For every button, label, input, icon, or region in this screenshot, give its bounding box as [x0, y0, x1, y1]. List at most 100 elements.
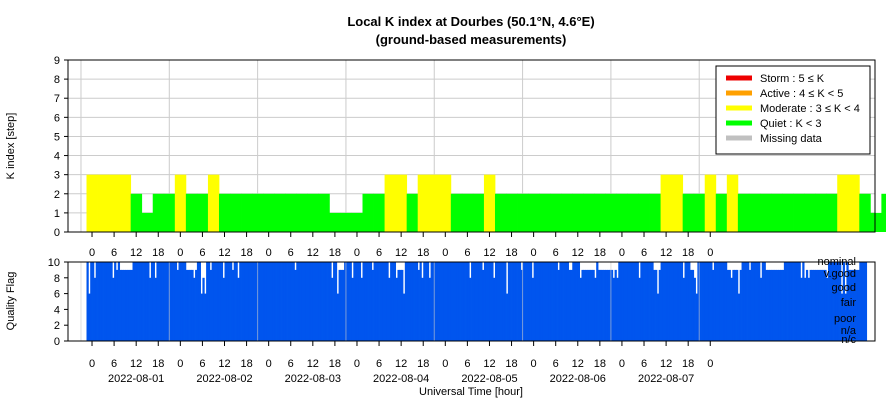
- quality-bar: [553, 262, 557, 341]
- k-index-bar: [715, 193, 728, 232]
- quality-bar: [596, 262, 599, 341]
- legend: Storm : 5 ≤ K Active : 4 ≤ K < 5 Moderate …: [715, 65, 871, 155]
- quality-bar: [312, 262, 316, 341]
- k-index-bar: [163, 193, 176, 232]
- quality-bar: [601, 269, 604, 341]
- quality-bar: [726, 269, 730, 341]
- quality-bar: [469, 277, 472, 341]
- k-index-bar: [472, 193, 485, 232]
- quality-bar: [559, 262, 562, 341]
- k-index-bar: [682, 193, 695, 232]
- bottom-x-tick-label: 0: [531, 358, 537, 370]
- quality-bar: [758, 262, 761, 341]
- quality-bar: [287, 262, 290, 341]
- quality-bar: [373, 262, 376, 341]
- quality-bar: [443, 262, 446, 341]
- quality-bar: [673, 262, 676, 341]
- bottom-x-tick-label: 12: [307, 358, 319, 370]
- quality-bar: [126, 269, 130, 341]
- quality-bar: [450, 262, 454, 341]
- quality-bar: [839, 262, 842, 341]
- quality-bar: [712, 269, 715, 341]
- quality-bar: [415, 262, 419, 341]
- quality-bar: [656, 293, 660, 341]
- top-x-tick-label: 0: [531, 247, 537, 259]
- quality-bar: [741, 262, 744, 341]
- x-axis-label: Universal Time [hour]: [419, 386, 523, 398]
- quality-bar: [621, 262, 625, 341]
- bottom-x-tick-label: 18: [417, 358, 429, 370]
- top-x-tick-label: 0: [619, 247, 625, 259]
- quality-bar: [408, 262, 411, 341]
- quality-bar: [198, 262, 201, 341]
- quality-bar: [506, 293, 509, 341]
- k-index-bar: [285, 193, 297, 232]
- quality-bar: [156, 262, 159, 341]
- quality-bar: [402, 293, 406, 341]
- quality-bar: [274, 262, 277, 341]
- quality-bar: [794, 262, 798, 341]
- quality-bar: [855, 269, 858, 341]
- quality-bar: [171, 262, 174, 341]
- quality-level-label: good: [832, 282, 856, 294]
- quality-bar: [489, 262, 492, 341]
- top-x-tick-label: 12: [572, 247, 584, 259]
- quality-bar: [811, 269, 814, 341]
- quality-bar: [448, 262, 452, 341]
- top-y-axis-label: K index [step]: [5, 113, 17, 180]
- bottom-x-tick-label: 18: [682, 358, 694, 370]
- quality-bar: [800, 277, 803, 341]
- bottom-plot-frame: [67, 261, 876, 342]
- quality-level-label: poor: [834, 313, 856, 325]
- quality-bar: [338, 269, 341, 341]
- bottom-y-tick-label: 2: [54, 320, 60, 332]
- quality-bar: [112, 277, 115, 341]
- quality-bar: [364, 262, 367, 341]
- quality-bar: [281, 262, 284, 341]
- quality-bar: [754, 262, 757, 341]
- quality-bar: [583, 269, 586, 341]
- k-index-bar: [252, 193, 264, 232]
- quality-bar: [796, 262, 799, 341]
- k-index-bar: [561, 193, 573, 232]
- quality-bar: [557, 269, 560, 341]
- quality-bar: [767, 269, 770, 341]
- k-index-bar: [373, 193, 385, 232]
- quality-bar: [316, 262, 319, 341]
- quality-bar: [239, 262, 242, 341]
- top-y-tick-label: 2: [54, 189, 60, 201]
- quality-bar: [816, 269, 820, 341]
- quality-bar: [369, 262, 373, 341]
- k-index-bars: [86, 174, 886, 232]
- top-y-tick-label: 5: [54, 131, 60, 143]
- quality-bar: [820, 269, 823, 341]
- k-index-bar: [826, 193, 838, 232]
- quality-bar: [252, 262, 255, 341]
- quality-bar: [220, 262, 224, 341]
- quality-bar: [677, 262, 680, 341]
- k-index-bar: [296, 193, 308, 232]
- quality-bar: [388, 277, 391, 341]
- quality-bar: [134, 262, 137, 341]
- quality-bar: [292, 262, 295, 341]
- k-index-bar: [263, 193, 275, 232]
- bottom-x-tick-label: 12: [572, 358, 584, 370]
- k-index-bar: [638, 193, 650, 232]
- quality-bar: [835, 262, 838, 341]
- quality-bar: [690, 269, 693, 341]
- bottom-y-tick-label: 0: [54, 336, 60, 348]
- k-index-bar: [881, 193, 886, 232]
- quality-bar: [627, 262, 630, 341]
- quality-bar: [329, 262, 332, 341]
- quality-bar: [309, 262, 312, 341]
- quality-bar: [765, 269, 768, 341]
- quality-bar: [454, 262, 457, 341]
- quality-bar: [241, 262, 244, 341]
- quality-bar: [125, 269, 128, 341]
- quality-bar: [432, 262, 435, 341]
- quality-bar: [467, 262, 470, 341]
- top-y-tick-label: 6: [54, 112, 60, 124]
- quality-bar: [577, 262, 581, 341]
- quality-bar: [772, 269, 776, 341]
- quality-bar: [414, 262, 417, 341]
